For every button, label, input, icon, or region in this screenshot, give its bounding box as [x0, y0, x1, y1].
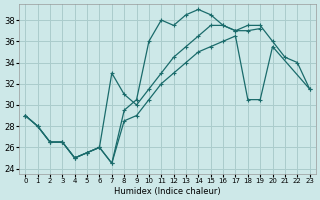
X-axis label: Humidex (Indice chaleur): Humidex (Indice chaleur)	[114, 187, 221, 196]
